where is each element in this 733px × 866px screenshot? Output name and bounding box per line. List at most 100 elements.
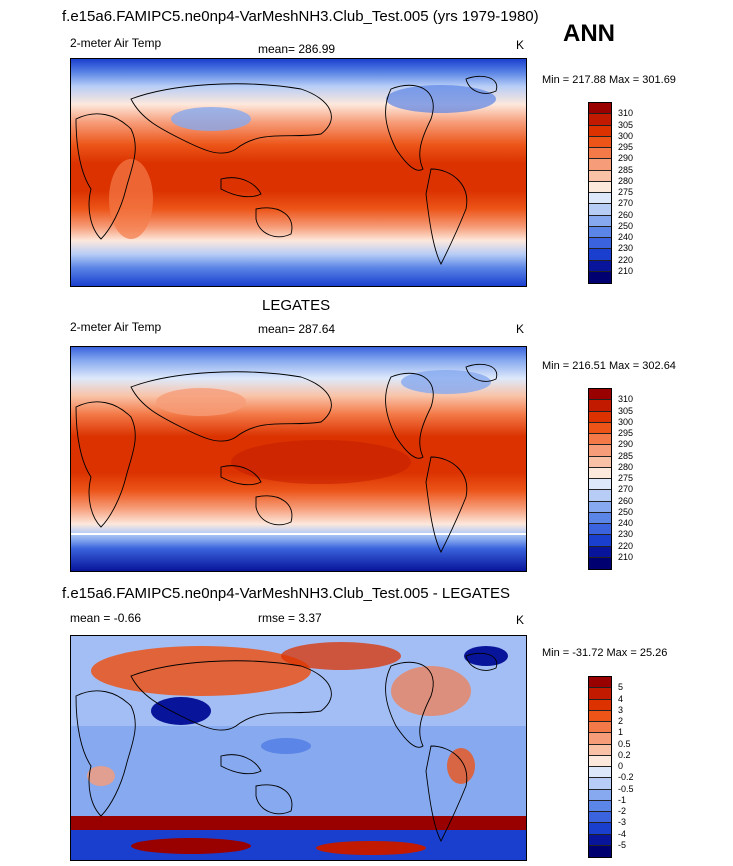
panel3-mean: mean = -0.66: [70, 611, 142, 625]
colorbar-swatch: [589, 778, 611, 790]
colorbar-tick-label: 0: [618, 761, 624, 771]
colorbar-tick-label: 220: [618, 540, 634, 551]
colorbar-swatch: [589, 800, 611, 812]
colorbar-tick-label: 280: [618, 175, 634, 186]
colorbar-swatch: [589, 479, 611, 491]
colorbar-swatch: [589, 535, 611, 547]
colorbar-swatch: [589, 422, 611, 434]
colorbar-tick-label: 1: [618, 727, 624, 738]
colorbar-swatch: [589, 148, 611, 160]
panel1-colorbar: [588, 102, 612, 284]
panel1-units: K: [516, 38, 525, 52]
colorbar-tick-label: -0.5: [618, 783, 634, 794]
colorbar-tick-label: 0.2: [618, 749, 631, 760]
coastlines: [75, 652, 498, 842]
colorbar-swatch: [589, 159, 611, 171]
panel1-mean: mean= 286.99: [258, 42, 336, 56]
colorbar-swatch: [589, 722, 611, 734]
colorbar-tick-label: 310: [618, 394, 634, 405]
coastlines: [75, 363, 498, 553]
colorbar-swatch: [589, 512, 611, 524]
colorbar-swatch: [589, 744, 611, 756]
season-label: ANN: [563, 20, 615, 47]
panel2-colorbar: [588, 388, 612, 570]
colorbar-swatch: [589, 238, 611, 250]
colorbar-tick-label: 260: [618, 495, 634, 506]
colorbar-tick-label: 275: [618, 187, 634, 197]
colorbar-tick-label: 285: [618, 164, 634, 175]
colorbar-tick-label: 300: [618, 416, 634, 427]
colorbar-tick-label: 230: [618, 529, 634, 540]
colorbar-tick-label: 240: [618, 518, 634, 528]
colorbar-swatch: [589, 114, 611, 126]
colorbar-swatch: [589, 699, 611, 711]
panel3-colorbar: [588, 676, 612, 858]
model-temperature-map: [70, 58, 527, 287]
difference-map: [70, 635, 527, 861]
colorbar-swatch: [589, 170, 611, 182]
panel3-minmax: Min = -31.72 Max = 25.26: [542, 647, 668, 659]
colorbar-swatch: [589, 249, 611, 261]
colorbar-tick-label: 305: [618, 119, 634, 130]
colorbar-tick-label: 295: [618, 142, 634, 152]
colorbar-swatch: [589, 136, 611, 148]
colorbar-swatch: [589, 524, 611, 536]
colorbar-tick-label: 295: [618, 428, 634, 438]
colorbar-swatch: [589, 845, 611, 857]
colorbar-tick-label: 230: [618, 243, 634, 254]
obs-temperature-map: [70, 346, 527, 572]
colorbar-tick-label: 250: [618, 220, 634, 231]
colorbar-swatch: [589, 501, 611, 513]
panel3-title: f.e15a6.FAMIPC5.ne0np4-VarMeshNH3.Club_T…: [62, 585, 511, 602]
panel1-minmax: Min = 217.88 Max = 301.69: [542, 74, 676, 86]
colorbar-tick-label: 3: [618, 704, 624, 715]
colorbar-tick-label: -4: [618, 828, 627, 839]
colorbar-tick-label: 220: [618, 254, 634, 265]
colorbar-swatch: [589, 733, 611, 745]
colorbar-tick-label: 0.5: [618, 738, 631, 749]
colorbar-tick-label: 270: [618, 484, 634, 495]
panel1-variable: 2-meter Air Temp: [70, 36, 162, 50]
colorbar-swatch: [589, 389, 611, 401]
colorbar-swatch: [589, 215, 611, 227]
colorbar-swatch: [589, 557, 611, 569]
panel3-rmse: rmse = 3.37: [258, 611, 322, 625]
colorbar-tick-label: 260: [618, 209, 634, 220]
panel2-variable: 2-meter Air Temp: [70, 320, 162, 334]
colorbar-swatch: [589, 456, 611, 468]
colorbar-swatch: [589, 688, 611, 700]
colorbar-swatch: [589, 260, 611, 272]
colorbar-swatch: [589, 755, 611, 767]
colorbar-swatch: [589, 834, 611, 846]
colorbar-swatch: [589, 226, 611, 238]
colorbar-swatch: [589, 434, 611, 446]
colorbar-swatch: [589, 204, 611, 216]
colorbar-swatch: [589, 103, 611, 115]
colorbar-tick-label: 5: [618, 682, 624, 693]
colorbar-tick-label: 305: [618, 405, 634, 416]
colorbar-tick-label: -2: [618, 806, 627, 816]
colorbar-tick-label: 270: [618, 198, 634, 209]
colorbar-tick-label: 4: [618, 693, 624, 704]
colorbar-tick-label: -3: [618, 817, 627, 828]
colorbar-swatch: [589, 767, 611, 779]
panel2-mean: mean= 287.64: [258, 322, 336, 336]
colorbar-tick-label: 250: [618, 506, 634, 517]
colorbar-tick-label: 290: [618, 153, 634, 164]
colorbar-swatch: [589, 710, 611, 722]
colorbar-tick-label: 210: [618, 265, 634, 276]
colorbar-swatch: [589, 677, 611, 689]
colorbar-swatch: [589, 445, 611, 457]
colorbar-tick-label: -0.2: [618, 772, 634, 783]
colorbar-swatch: [589, 823, 611, 835]
colorbar-swatch: [589, 125, 611, 137]
colorbar-swatch: [589, 181, 611, 193]
colorbar-tick-label: 210: [618, 551, 634, 562]
colorbar-swatch: [589, 400, 611, 412]
colorbar-swatch: [589, 789, 611, 801]
colorbar-tick-label: -1: [618, 794, 627, 805]
figure-title: f.e15a6.FAMIPC5.ne0np4-VarMeshNH3.Club_T…: [62, 8, 539, 25]
colorbar-tick-label: 310: [618, 108, 634, 119]
colorbar-swatch: [589, 271, 611, 283]
colorbar-swatch: [589, 193, 611, 205]
